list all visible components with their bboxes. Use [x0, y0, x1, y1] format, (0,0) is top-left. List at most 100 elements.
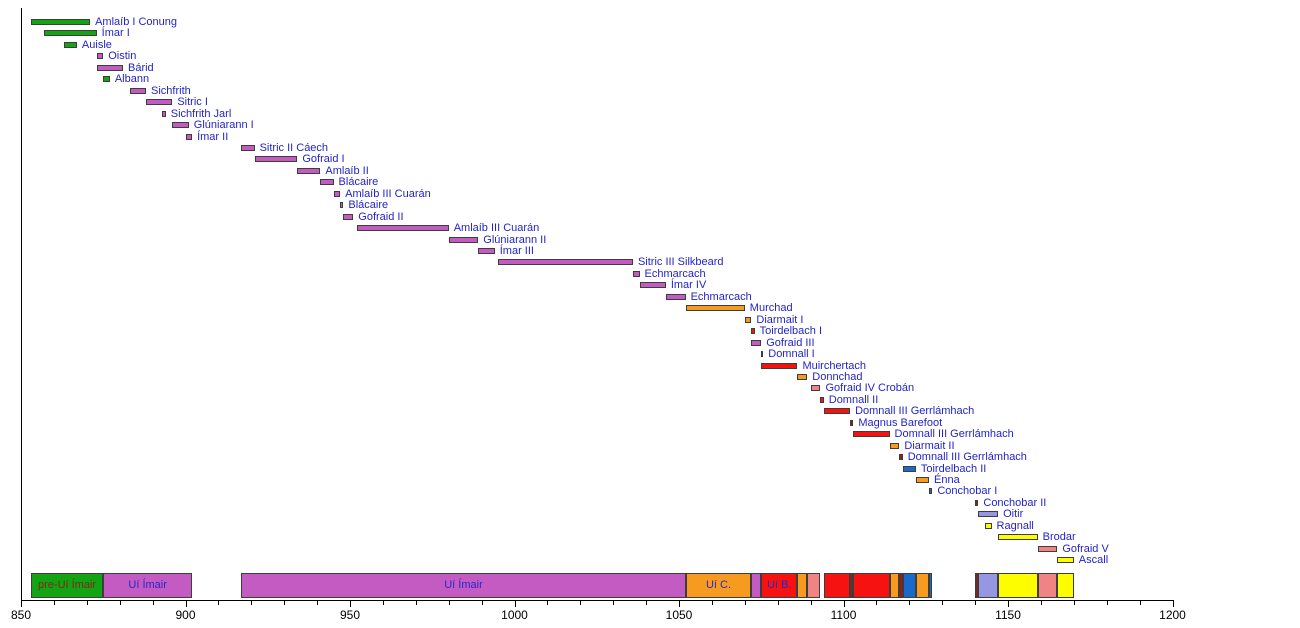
dynasty-segment	[797, 573, 808, 598]
king-label[interactable]: Amlaíb I Conung	[95, 16, 178, 28]
x-axis-tick-label: 950	[339, 608, 361, 622]
king-reign-bar	[103, 76, 110, 83]
king-label[interactable]: Domnall III Gerrlámhach	[907, 451, 1027, 464]
x-axis-minor-tick	[415, 601, 417, 605]
king-label[interactable]: Ímar IV	[670, 279, 707, 292]
king-label[interactable]: Conchobar II	[983, 496, 1047, 509]
king-label[interactable]: Toirdelbach I	[759, 325, 823, 338]
dynasty-segment	[902, 573, 916, 598]
king-label[interactable]: Conchobar I	[937, 485, 998, 498]
king-reign-bar	[984, 522, 992, 529]
x-axis-minor-tick	[119, 601, 121, 605]
king-label[interactable]: Sitric III Silkbeard	[637, 256, 724, 269]
king-label[interactable]: Albann	[114, 73, 150, 86]
king-label[interactable]: Toirdelbach II	[920, 462, 987, 475]
king-reign-bar	[478, 248, 495, 254]
x-axis-minor-tick	[810, 601, 812, 605]
king-label[interactable]: Amlaíb II	[325, 164, 369, 177]
king-label[interactable]: Gofraid III	[766, 336, 815, 349]
x-axis-minor-tick	[382, 601, 384, 605]
king-label[interactable]: Ascall	[1078, 554, 1109, 567]
dynasty-segment	[823, 573, 851, 598]
king-reign-bar	[975, 499, 979, 506]
dynasty-segment	[853, 573, 890, 598]
king-label[interactable]: Gofraid IV Crobán	[825, 382, 915, 395]
x-axis-major-tick	[1008, 601, 1009, 607]
x-axis-tick-label: 1200	[1159, 608, 1186, 622]
king-label[interactable]: Blácaire	[338, 176, 379, 189]
x-axis-major-tick	[514, 601, 516, 607]
king-label[interactable]: Sitric I	[177, 96, 208, 109]
king-reign-bar	[899, 454, 903, 461]
dynasty-label[interactable]: Uí Ímair	[444, 579, 483, 591]
x-axis-major-tick	[185, 601, 187, 607]
king-label[interactable]: Murchad	[749, 302, 793, 315]
king-label[interactable]: Ímar II	[197, 130, 229, 143]
king-label[interactable]: Gofraid II	[358, 210, 404, 223]
king-label[interactable]: Gofraid V	[1062, 542, 1109, 555]
king-label[interactable]: Sichfrith Jarl	[170, 107, 232, 120]
dynasty-label[interactable]: Uí C.	[705, 579, 731, 591]
king-label[interactable]: Domnall II	[828, 393, 879, 406]
dynasty-segment: Uí B.	[761, 573, 798, 598]
king-reign-bar	[797, 373, 808, 380]
king-reign-bar	[685, 305, 745, 312]
king-label[interactable]: Amlaíb III Cuarán	[453, 222, 540, 235]
x-axis-minor-tick	[646, 601, 648, 605]
king-reign-bar	[96, 64, 123, 71]
king-label[interactable]: Blácaire	[348, 199, 389, 212]
king-label[interactable]: Glúniarann I	[193, 119, 254, 132]
dynasty-segment	[929, 573, 933, 598]
king-label[interactable]: Ragnall	[996, 519, 1034, 532]
king-label[interactable]: Magnus Barefoot	[858, 416, 943, 429]
king-label[interactable]: Bárid	[127, 61, 154, 74]
king-label[interactable]: Énna	[934, 474, 960, 486]
king-label[interactable]: Diarmait II	[904, 439, 955, 452]
king-label[interactable]: Amlaíb III Cuarán	[345, 187, 431, 200]
king-reign-bar	[254, 156, 298, 163]
x-axis-minor-tick	[218, 601, 220, 605]
king-label[interactable]: Domnall III Gerrlámhach	[894, 428, 1014, 441]
x-axis-minor-tick	[481, 601, 483, 605]
king-label[interactable]: Gofraid I	[302, 153, 345, 166]
king-label[interactable]: Sitric II Cáech	[259, 141, 329, 154]
dynasty-label[interactable]: pre-Uí Ímair	[38, 579, 97, 591]
king-label[interactable]: Echmarcach	[690, 290, 752, 303]
king-reign-bar	[998, 534, 1038, 541]
x-axis-minor-tick	[284, 601, 286, 605]
dynasty-label[interactable]: Uí B.	[767, 579, 792, 591]
x-axis-tick-label: 850	[10, 608, 32, 622]
king-label[interactable]: Ímar III	[499, 245, 534, 257]
x-axis-major-tick	[843, 601, 845, 607]
king-label[interactable]: Auisle	[81, 38, 112, 51]
king-reign-bar	[744, 316, 752, 323]
y-axis-line	[21, 8, 22, 601]
king-label[interactable]: Domnall III Gerrlámhach	[855, 405, 975, 418]
dynasty-segment	[975, 573, 979, 598]
king-reign-bar	[978, 511, 999, 518]
dynasty-label[interactable]: Uí Ímair	[128, 579, 167, 591]
dynasty-segment: Uí Ímair	[103, 573, 193, 598]
king-reign-bar	[823, 408, 851, 415]
king-label[interactable]: Donnchad	[812, 370, 863, 383]
x-axis-minor-tick	[1106, 601, 1108, 605]
king-reign-bar	[162, 110, 166, 117]
king-label[interactable]: Diarmait I	[756, 313, 804, 326]
king-label[interactable]: Oistin	[108, 50, 137, 63]
king-reign-bar	[853, 431, 890, 438]
king-reign-bar	[889, 442, 900, 449]
king-label[interactable]: Ímar I	[101, 27, 130, 40]
dynasty-segment	[1037, 573, 1058, 598]
king-reign-bar	[1037, 545, 1058, 552]
king-label[interactable]: Brodar	[1042, 531, 1076, 544]
king-reign-bar	[241, 144, 255, 151]
x-axis-major-tick	[350, 601, 351, 607]
king-label[interactable]: Muirchertach	[802, 359, 867, 372]
dynasty-segment	[807, 573, 821, 598]
king-label[interactable]: Glúniarann II	[483, 233, 547, 246]
king-label[interactable]: Sichfrith	[151, 84, 191, 97]
king-label[interactable]: Echmarcach	[644, 267, 706, 280]
king-label[interactable]: Domnall I	[768, 348, 815, 361]
king-reign-bar	[915, 477, 930, 483]
king-label[interactable]: Oitir	[1003, 508, 1024, 521]
